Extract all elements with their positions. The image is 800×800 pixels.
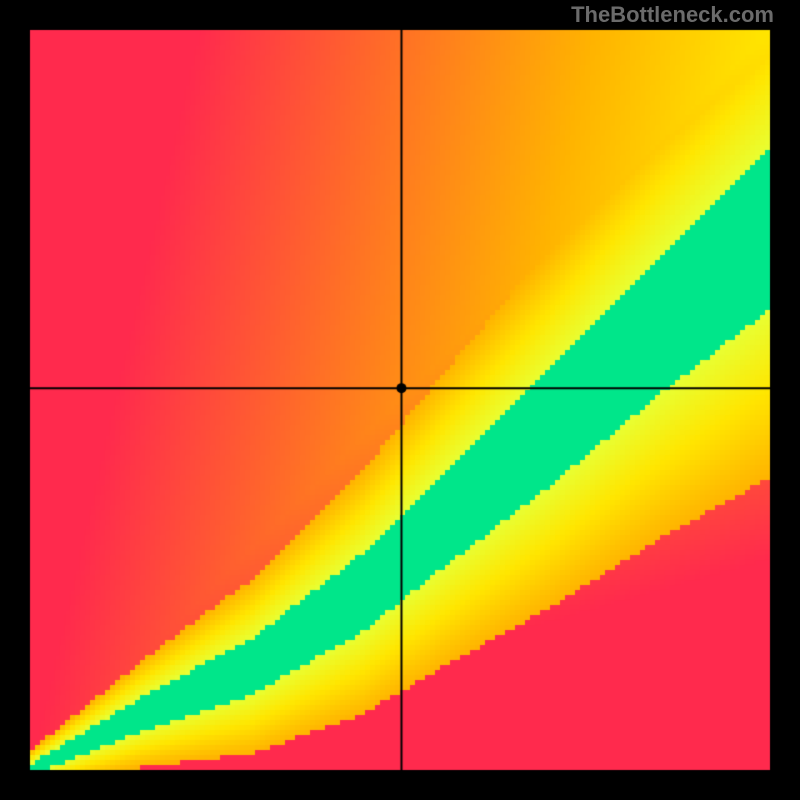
bottleneck-heatmap xyxy=(0,0,800,800)
chart-container: { "chart": { "type": "heatmap", "width_p… xyxy=(0,0,800,800)
